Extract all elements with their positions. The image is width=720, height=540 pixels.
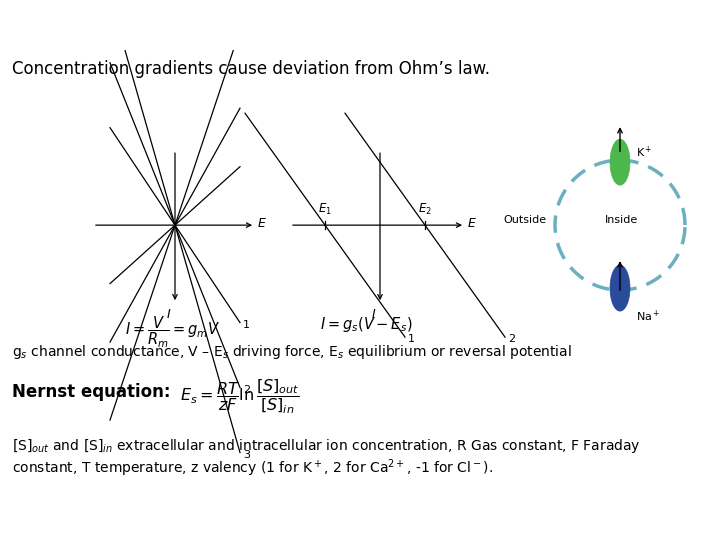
Text: $E_s = \dfrac{RT}{zF}\ln\dfrac{[S]_{out}}{[S]_{in}}$: $E_s = \dfrac{RT}{zF}\ln\dfrac{[S]_{out}… [180,378,300,416]
Text: 1: 1 [243,320,250,329]
Text: $E_1$: $E_1$ [318,202,332,217]
Text: 2: 2 [243,384,250,395]
Ellipse shape [610,265,630,311]
Text: Nernst equation:: Nernst equation: [12,383,171,401]
Text: $I = g_s\left(V - E_s\right)$: $I = g_s\left(V - E_s\right)$ [320,315,413,334]
Text: I: I [167,308,171,321]
Text: 3: 3 [243,449,250,460]
Text: K$^+$: K$^+$ [636,145,652,160]
Text: Inside: Inside [605,215,638,225]
Text: E: E [258,217,266,230]
Text: g$_s$ channel conductance, V – E$_s$ driving force, E$_s$ equilibrium or reversa: g$_s$ channel conductance, V – E$_s$ dri… [12,343,572,361]
Text: E: E [468,217,476,230]
Ellipse shape [610,139,630,185]
Text: Current – voltage relation of ion channels: Current – voltage relation of ion channe… [11,15,441,35]
Text: constant, T temperature, z valency (1 for K$^+$, 2 for Ca$^{2+}$, -1 for Cl$^-$): constant, T temperature, z valency (1 fo… [12,457,493,478]
Text: Concentration gradients cause deviation from Ohm’s law.: Concentration gradients cause deviation … [12,60,490,78]
Text: 2: 2 [508,334,515,344]
Text: $I = \dfrac{V}{R_m} = g_m V$: $I = \dfrac{V}{R_m} = g_m V$ [125,315,220,350]
Text: 1: 1 [408,334,415,344]
Text: I: I [372,308,376,321]
Text: Outside: Outside [504,215,547,225]
Text: Na$^+$: Na$^+$ [636,308,660,324]
Text: $E_2$: $E_2$ [418,202,432,217]
Text: [S]$_{out}$ and [S]$_{in}$ extracellular and intracellular ion concentration, R : [S]$_{out}$ and [S]$_{in}$ extracellular… [12,437,641,455]
